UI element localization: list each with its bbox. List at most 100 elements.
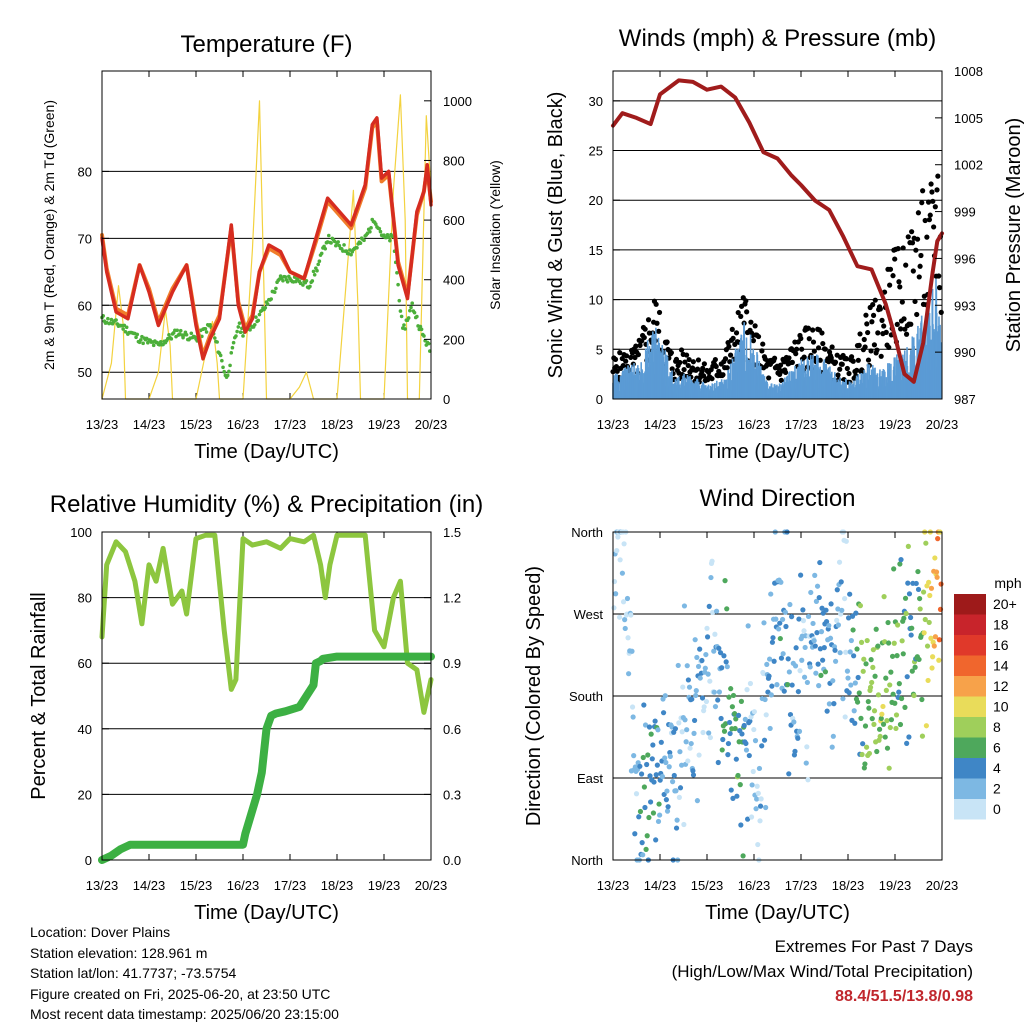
dewpoint-point	[181, 335, 185, 340]
gust-point	[612, 356, 619, 363]
direction-point	[695, 663, 702, 670]
direction-point	[725, 752, 731, 758]
direction-point	[653, 837, 659, 843]
direction-point	[669, 779, 676, 785]
legend-swatch	[954, 799, 986, 820]
direction-point	[824, 708, 830, 714]
gust-point	[922, 217, 928, 224]
dewpoint-point	[272, 290, 277, 295]
gust-point	[695, 366, 701, 372]
gust-point	[815, 345, 822, 351]
gust-point	[855, 357, 861, 363]
gust-point	[738, 313, 744, 319]
direction-point	[845, 615, 852, 621]
direction-point	[667, 749, 673, 756]
dewpoint-point	[378, 229, 383, 234]
y-tick-label: 60	[78, 656, 92, 671]
direction-point	[826, 701, 832, 707]
direction-point	[712, 703, 719, 710]
y-tick-label: North	[571, 525, 603, 540]
dewpoint-point	[406, 316, 411, 320]
direction-point	[754, 783, 760, 789]
dewpoint-point	[398, 309, 403, 313]
direction-point	[840, 696, 846, 702]
gust-point	[720, 372, 726, 378]
dewpoint-point	[373, 222, 378, 226]
direction-point	[908, 632, 914, 638]
direction-point	[751, 709, 757, 715]
dewpoint-point	[336, 240, 340, 244]
direction-point	[653, 772, 659, 778]
gust-point	[843, 356, 850, 362]
direction-point	[858, 715, 864, 721]
dewpoint-point	[167, 333, 171, 337]
direction-point	[873, 626, 879, 632]
direction-point	[931, 643, 937, 649]
gust-point	[846, 370, 852, 377]
direction-point	[856, 690, 862, 696]
direction-point	[814, 630, 820, 636]
direction-point	[854, 646, 860, 652]
direction-point	[778, 655, 785, 661]
direction-point	[728, 787, 734, 793]
direction-point	[897, 721, 904, 728]
x-tick-label: 18/23	[321, 878, 354, 893]
direction-point	[676, 794, 682, 800]
direction-point	[732, 711, 738, 717]
dewpoint-point	[141, 341, 145, 346]
direction-point	[769, 683, 775, 689]
direction-point	[754, 796, 760, 802]
direction-point	[664, 788, 670, 794]
direction-point	[637, 763, 643, 769]
y2-tick-label: 400	[443, 273, 465, 288]
direction-point	[694, 798, 701, 804]
panel-3-ylabel: Percent & Total Rainfall	[28, 592, 50, 800]
gust-point	[805, 325, 812, 331]
legend-label: 6	[993, 740, 1001, 756]
direction-point	[726, 719, 733, 726]
direction-point	[865, 698, 871, 705]
direction-point	[917, 606, 923, 612]
direction-point	[883, 675, 889, 681]
dewpoint-point	[227, 369, 231, 374]
direction-point	[768, 692, 774, 698]
gust-point	[881, 323, 887, 329]
gust-point	[759, 348, 765, 354]
panel-4-xlabel: Time (Day/UTC)	[705, 902, 850, 924]
direction-point	[707, 678, 713, 684]
panel-2-title: Winds (mph) & Pressure (mb)	[619, 25, 936, 52]
panel-2-ylabel: Sonic Wind & Gust (Blue, Black)	[545, 92, 567, 379]
direction-point	[919, 696, 925, 703]
gust-point	[771, 355, 778, 361]
direction-point	[821, 645, 827, 651]
direction-point	[869, 679, 875, 686]
legend-swatch	[954, 737, 986, 758]
gust-point	[642, 326, 648, 332]
direction-point	[725, 740, 732, 747]
direction-point	[734, 793, 740, 799]
dewpoint-point	[408, 308, 412, 313]
direction-point	[743, 740, 749, 747]
dewpoint-point	[230, 345, 235, 350]
direction-point	[764, 661, 770, 668]
gust-point	[653, 301, 659, 307]
direction-point	[622, 617, 628, 623]
direction-point	[773, 616, 779, 622]
direction-point	[628, 612, 634, 618]
direction-point	[693, 692, 699, 699]
direction-point	[650, 810, 657, 816]
direction-point	[672, 726, 679, 732]
direction-point	[829, 744, 835, 750]
direction-point	[652, 718, 658, 724]
x-tick-label: 16/23	[738, 878, 771, 893]
dewpoint-point	[269, 297, 274, 301]
dewpoint-point	[256, 318, 261, 323]
gust-point	[897, 284, 903, 290]
dewpoint-point	[220, 358, 224, 363]
recent-text: Most recent data timestamp: 2025/06/20 2…	[30, 1006, 339, 1022]
x-tick-label: 20/23	[926, 417, 959, 432]
direction-point	[793, 645, 799, 651]
gust-point	[870, 312, 877, 318]
direction-point	[933, 569, 940, 575]
gust-point	[641, 334, 647, 341]
